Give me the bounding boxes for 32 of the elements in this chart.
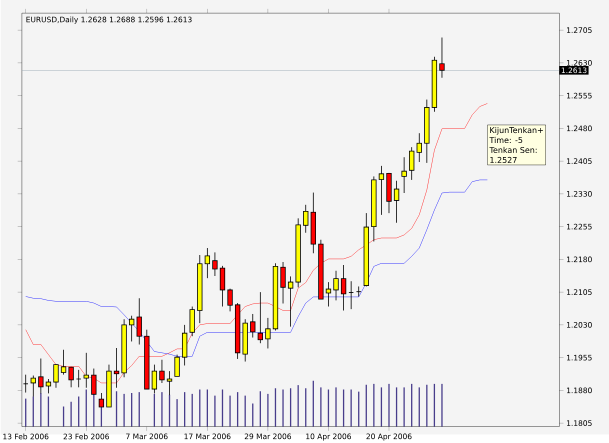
candlestick bbox=[288, 276, 294, 327]
candlestick bbox=[250, 313, 256, 338]
candlestick bbox=[303, 204, 308, 234]
candlestick bbox=[212, 252, 218, 276]
candlestick bbox=[333, 270, 339, 301]
candlestick bbox=[159, 359, 165, 384]
candlestick bbox=[136, 298, 142, 345]
candlestick bbox=[326, 282, 332, 307]
candlestick bbox=[439, 37, 445, 78]
candlestick bbox=[348, 280, 354, 310]
candlestick bbox=[190, 306, 195, 337]
candlestick bbox=[401, 156, 407, 194]
candlestick bbox=[84, 352, 89, 388]
candlestick bbox=[152, 364, 158, 394]
candlestick bbox=[174, 354, 180, 377]
candlestick bbox=[356, 286, 362, 297]
candlestick bbox=[60, 349, 66, 375]
candlestick bbox=[46, 378, 52, 394]
candlestick bbox=[280, 262, 286, 304]
candlestick bbox=[394, 180, 400, 224]
candlestick bbox=[409, 146, 414, 180]
candlestick bbox=[53, 364, 59, 388]
candlestick bbox=[265, 317, 271, 349]
candlestick bbox=[340, 264, 346, 311]
candlestick bbox=[76, 369, 82, 388]
candlestick bbox=[204, 248, 210, 278]
candlestick bbox=[416, 132, 422, 162]
candlestick bbox=[220, 265, 226, 307]
candlestick bbox=[378, 165, 384, 216]
candlestick bbox=[227, 288, 233, 312]
candlestick bbox=[128, 315, 134, 342]
candlestick bbox=[258, 292, 263, 344]
